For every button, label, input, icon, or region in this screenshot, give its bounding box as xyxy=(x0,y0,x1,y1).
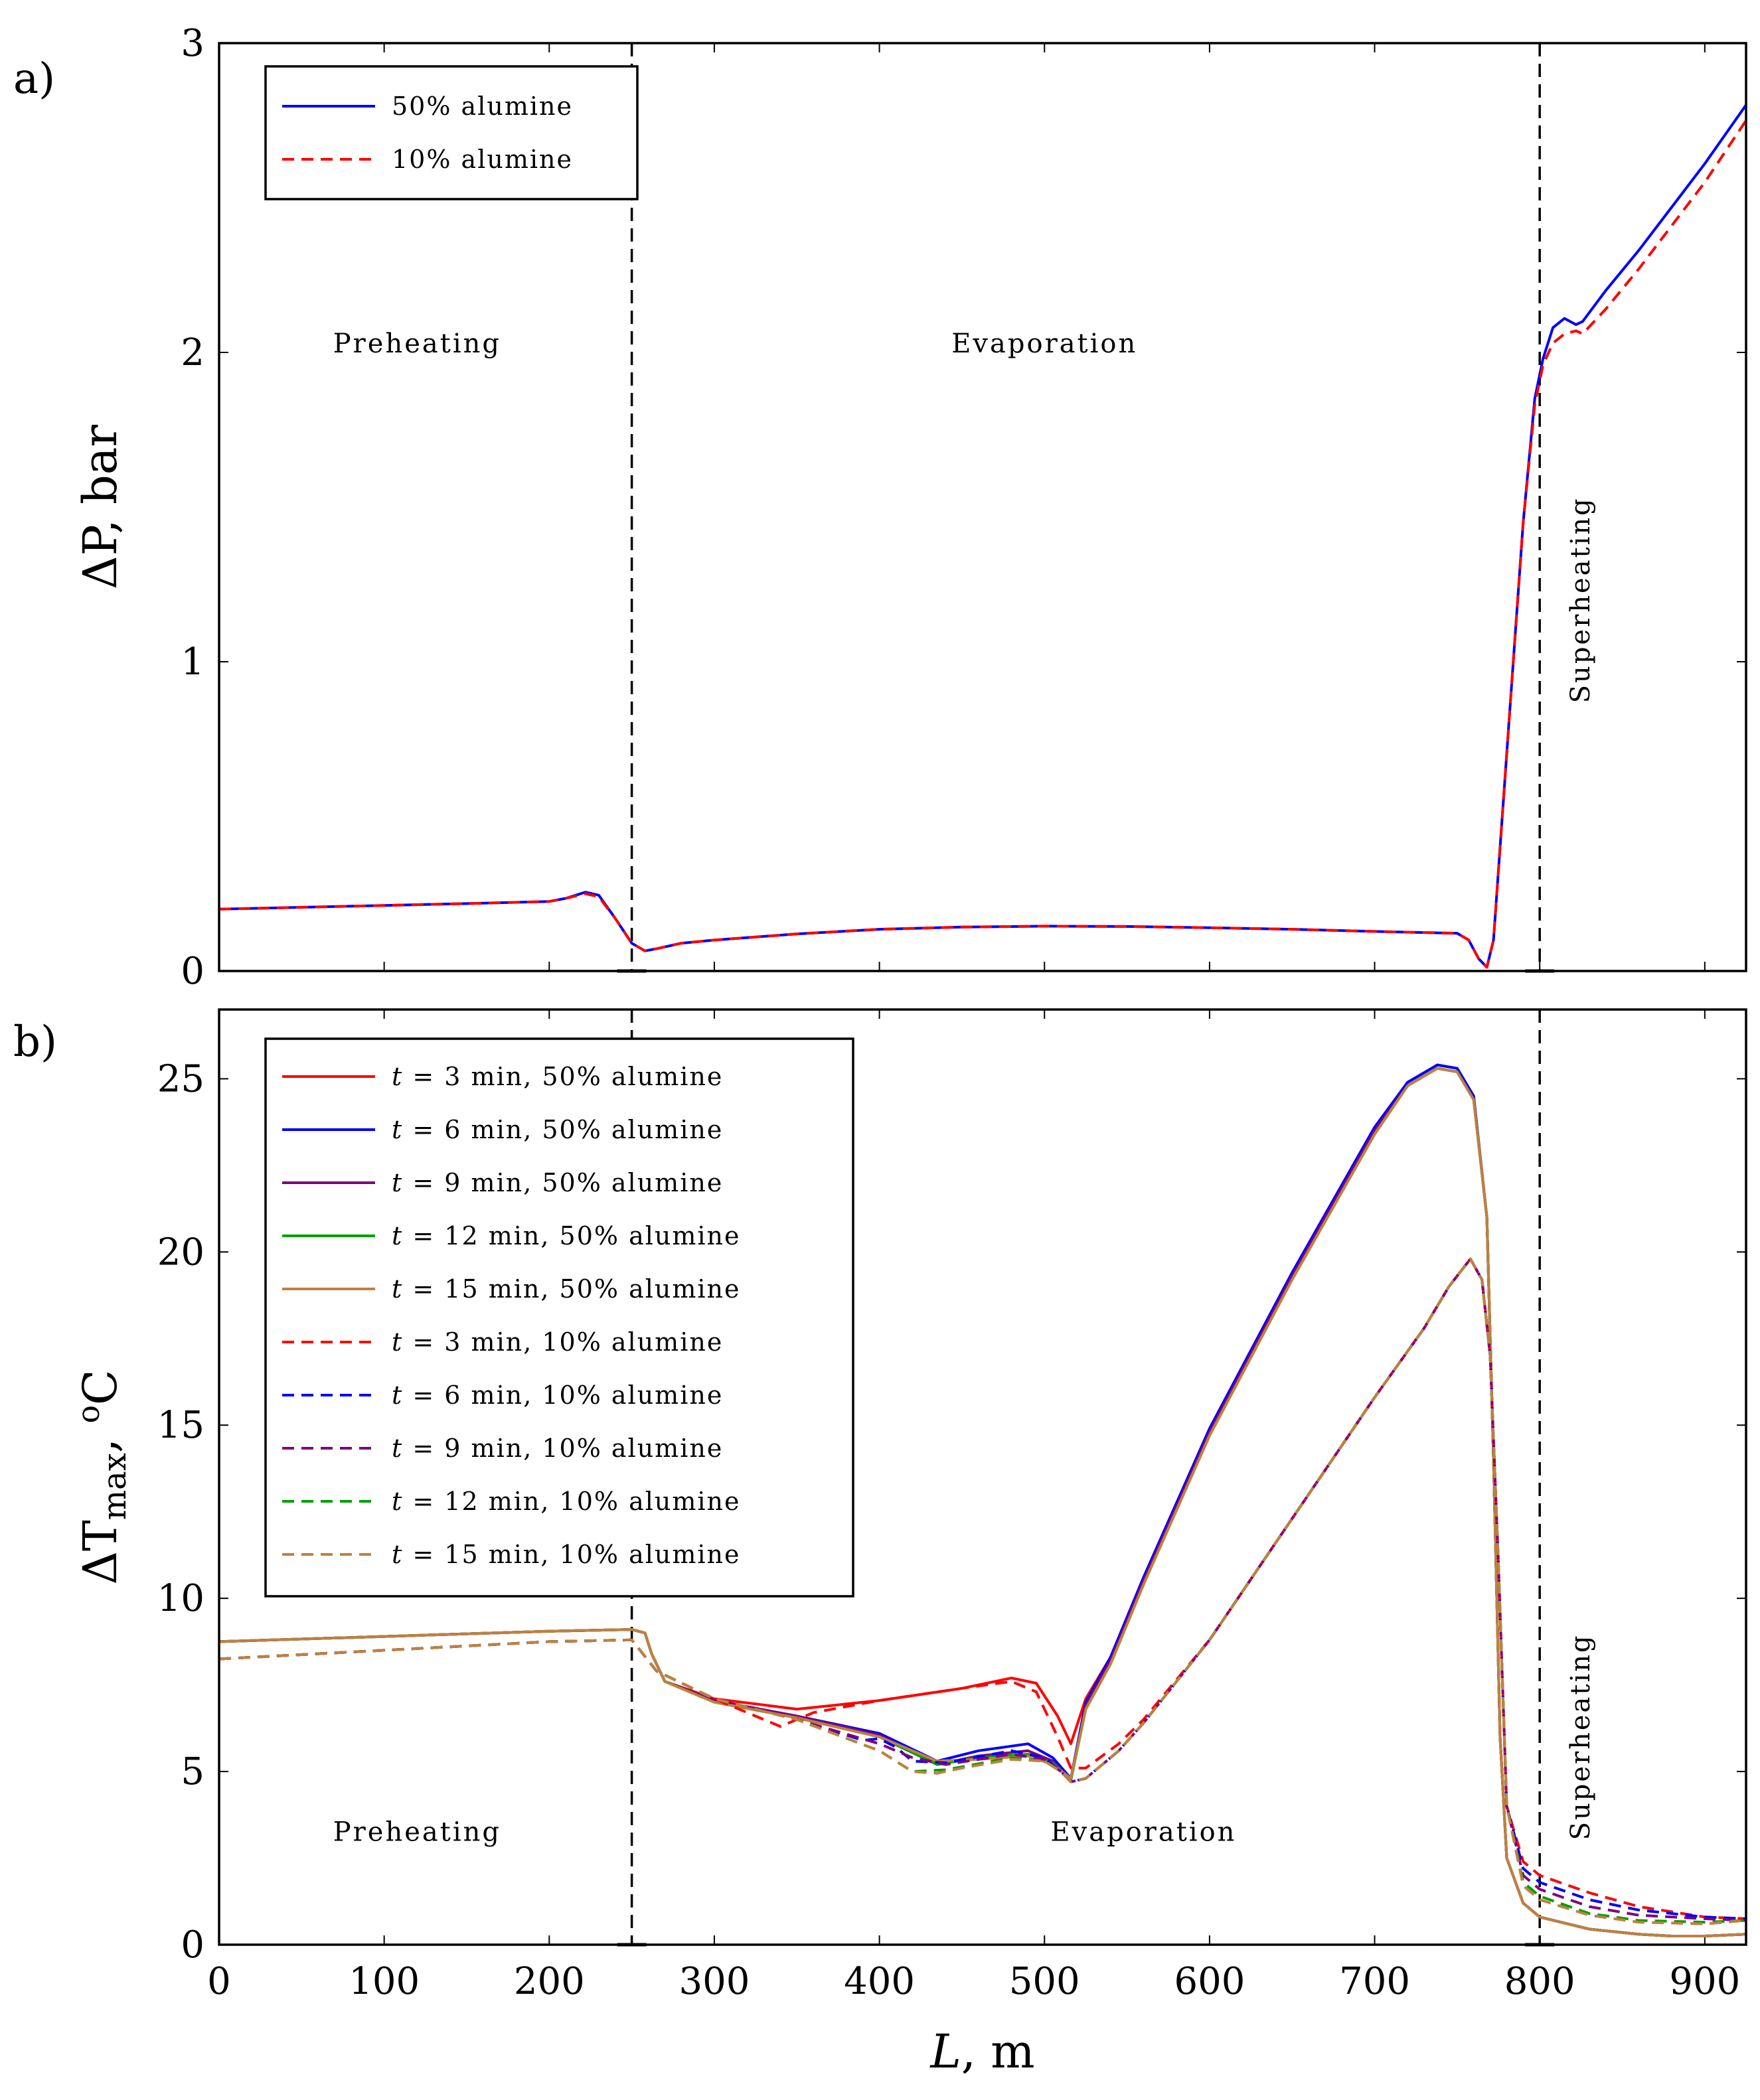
y-axis-title-unit: C xyxy=(73,1369,127,1405)
legend-label: 10% alumine xyxy=(392,145,573,174)
series-line-b-4 xyxy=(219,1067,1746,1937)
y-axis-title-main: ΔT xyxy=(73,1520,127,1584)
x-tick-label: 500 xyxy=(1009,1960,1080,2003)
legend-label-var: t xyxy=(392,1274,403,1304)
legend-label-var: t xyxy=(392,1327,403,1357)
y-axis-title: ΔTmax, oC xyxy=(70,1369,133,1584)
legend-label-var: t xyxy=(392,1487,403,1516)
legend-label: 50% alumine xyxy=(392,92,573,121)
legend-box xyxy=(264,65,639,200)
y-tick-label: 15 xyxy=(157,1404,204,1447)
y-axis-title: ΔP, bar xyxy=(73,424,127,589)
panel-b: 0 100 200 300 400 500 600 700 800 900 0 5 10 15 20 25 Pr… xyxy=(13,1008,1747,2079)
region-label-preheating: Preheating xyxy=(333,329,501,359)
legend-label: t = 12 min, 50% alumine xyxy=(392,1221,741,1250)
legend-label: t = 6 min, 50% alumine xyxy=(392,1115,723,1144)
x-axis-title-unit: , m xyxy=(961,2024,1035,2079)
y-axis-title-unit-sup: o xyxy=(70,1405,106,1424)
legend-label-rest: = 9 min, 10% alumine xyxy=(403,1434,723,1463)
legend-label-var: t xyxy=(392,1062,403,1091)
legend-label-var: t xyxy=(392,1540,403,1569)
x-tick-label: 400 xyxy=(844,1960,915,2003)
legend-label-rest: = 12 min, 50% alumine xyxy=(403,1221,740,1250)
legend-label-rest: = 15 min, 50% alumine xyxy=(403,1274,740,1304)
region-label-preheating: Preheating xyxy=(333,1817,501,1847)
y-tick-label: 10 xyxy=(157,1577,204,1620)
legend-label-rest: = 3 min, 10% alumine xyxy=(403,1327,723,1357)
series-group xyxy=(219,104,1746,969)
y-tick-label: 1 xyxy=(181,640,204,684)
legend-label-rest: = 6 min, 10% alumine xyxy=(403,1381,723,1410)
series-line-b-9 xyxy=(219,1257,1746,1925)
legend-label: t = 6 min, 10% alumine xyxy=(392,1381,723,1410)
plot-frame xyxy=(218,42,1747,972)
panel-a: 0 1 2 3 Preheating Evaporation Superheating 50%… xyxy=(13,22,1747,993)
legend-label-var: t xyxy=(392,1221,403,1250)
legend-label: t = 15 min, 10% alumine xyxy=(392,1540,741,1569)
legend-label: t = 3 min, 10% alumine xyxy=(392,1327,723,1357)
legend-label-rest: = 9 min, 50% alumine xyxy=(403,1168,723,1197)
region-label-superheating: Superheating xyxy=(1565,496,1596,703)
legend-label: t = 9 min, 10% alumine xyxy=(392,1434,723,1463)
region-label-evaporation: Evaporation xyxy=(1050,1817,1236,1847)
y-axis-title-sub: max xyxy=(96,1453,133,1520)
y-tick-label: 0 xyxy=(181,1923,204,1967)
legend-label: t = 9 min, 50% alumine xyxy=(392,1168,723,1197)
legend-label: t = 3 min, 50% alumine xyxy=(392,1062,723,1091)
x-axis-title: L, m xyxy=(929,2024,1034,2079)
y-tick-label: 20 xyxy=(157,1231,204,1274)
legend-label-rest: = 12 min, 10% alumine xyxy=(403,1487,740,1516)
region-label-superheating: Superheating xyxy=(1565,1633,1596,1840)
x-axis-title-var: L xyxy=(929,2024,961,2079)
x-tick-label: 800 xyxy=(1504,1960,1575,2003)
legend-label-rest: = 3 min, 50% alumine xyxy=(403,1062,723,1091)
series-line-a-0 xyxy=(219,104,1746,969)
y-tick-label: 3 xyxy=(181,22,204,65)
series-group xyxy=(219,1063,1746,1937)
legend-label-var: t xyxy=(392,1115,403,1144)
plot-frame xyxy=(218,1008,1747,1946)
x-tick-label: 0 xyxy=(207,1960,231,2003)
y-tick-label: 5 xyxy=(181,1750,204,1793)
legend-label: t = 15 min, 50% alumine xyxy=(392,1274,741,1304)
y-tick-label: 0 xyxy=(181,950,204,993)
legend: 50% alumine 10% alumine xyxy=(264,65,639,200)
legend-label-rest: = 6 min, 50% alumine xyxy=(403,1115,723,1144)
panel-label: a) xyxy=(13,54,55,104)
series-line-a-1 xyxy=(219,119,1746,969)
x-tick-label: 200 xyxy=(514,1960,585,2003)
legend-label-var: t xyxy=(392,1434,403,1463)
x-tick-label: 900 xyxy=(1669,1960,1740,2003)
y-axis-title-rest: , xyxy=(73,1424,127,1454)
legend-box xyxy=(264,1037,854,1598)
y-tick-label: 2 xyxy=(181,331,204,374)
region-label-evaporation: Evaporation xyxy=(951,329,1137,359)
legend-label-var: t xyxy=(392,1168,403,1197)
legend-label-rest: = 15 min, 10% alumine xyxy=(403,1540,740,1569)
y-tick-label: 25 xyxy=(157,1057,204,1100)
panel-label: b) xyxy=(13,1017,57,1067)
legend-label-var: t xyxy=(392,1381,403,1410)
x-tick-label: 300 xyxy=(679,1960,750,2003)
x-tick-label: 700 xyxy=(1339,1960,1410,2003)
legend-label: t = 12 min, 10% alumine xyxy=(392,1487,741,1516)
x-tick-label: 600 xyxy=(1174,1960,1245,2003)
x-tick-label: 100 xyxy=(349,1960,420,2003)
